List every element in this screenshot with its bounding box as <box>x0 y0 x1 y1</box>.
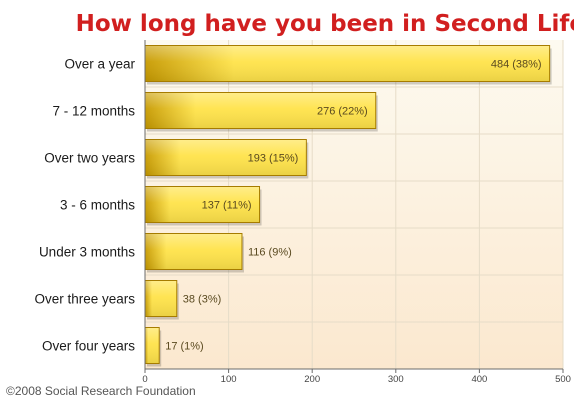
category-label: Under 3 months <box>39 245 135 260</box>
data-label: 484 (38%) <box>491 59 542 71</box>
data-label: 116 (9%) <box>248 247 292 259</box>
data-label: 17 (1%) <box>165 341 204 353</box>
x-tick-label: 200 <box>304 374 320 385</box>
chart-title: How long have you been in Second Life? <box>76 11 574 37</box>
category-label: Over four years <box>42 339 135 354</box>
bar-highlight <box>145 328 159 363</box>
category-label: 3 - 6 months <box>60 198 135 213</box>
category-label: 7 - 12 months <box>52 104 135 119</box>
bar-highlight <box>145 93 376 128</box>
category-label: Over two years <box>44 151 135 166</box>
data-label: 38 (3%) <box>183 294 222 306</box>
x-tick-label: 400 <box>471 374 487 385</box>
data-label: 137 (11%) <box>202 200 252 212</box>
bar-highlight <box>145 46 550 81</box>
copyright-footer: ©2008 Social Research Foundation <box>6 384 196 398</box>
x-tick-label: 100 <box>221 374 237 385</box>
data-label: 276 (22%) <box>317 106 368 118</box>
bar-highlight <box>145 234 242 269</box>
x-tick-label: 300 <box>388 374 404 385</box>
data-label: 193 (15%) <box>248 153 299 165</box>
bar-highlight <box>145 140 306 175</box>
x-tick-label: 500 <box>555 374 571 385</box>
bar-highlight <box>145 187 260 222</box>
category-label: Over three years <box>34 292 135 307</box>
bar-highlight <box>145 281 177 316</box>
plot-area: Over a year 484 (38%) 7 - 12 months 276 (22… <box>34 40 571 385</box>
x-tick-label: 0 <box>142 374 147 385</box>
category-label: Over a year <box>64 57 135 72</box>
